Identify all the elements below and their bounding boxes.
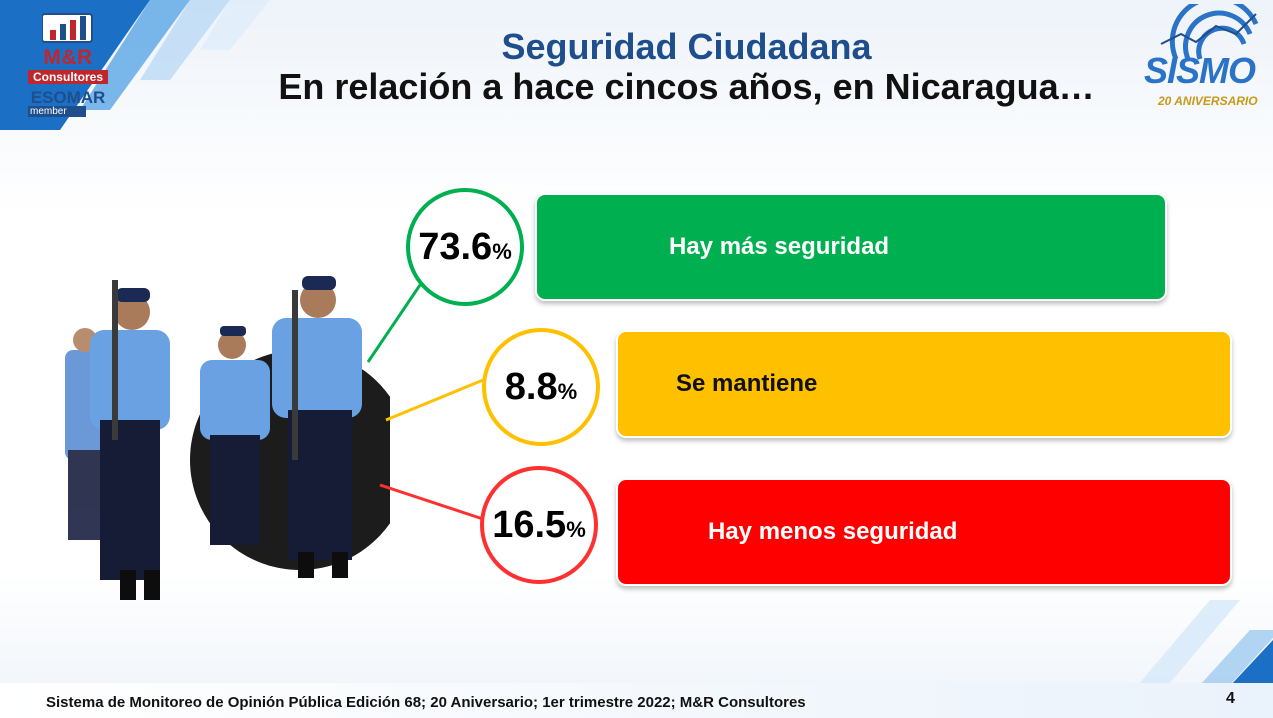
percent-bubble-same: 8.8% bbox=[482, 328, 600, 446]
officer-figure bbox=[90, 280, 170, 600]
esomar-text: ESOMAR bbox=[30, 88, 106, 107]
result-bar-same: Se mantiene bbox=[616, 330, 1232, 438]
result-label: Hay menos seguridad bbox=[708, 518, 958, 545]
officer-figure bbox=[200, 326, 270, 545]
page-number: 4 bbox=[1226, 690, 1235, 707]
chart-icon bbox=[42, 13, 93, 43]
percent-unit: % bbox=[492, 239, 512, 264]
percent-value: 73.6 bbox=[418, 225, 493, 268]
slide-subtitle: En relación a hace cincos años, en Nicar… bbox=[278, 66, 1095, 107]
slide-title: Seguridad Ciudadana bbox=[501, 26, 872, 67]
result-bar-less: Hay menos seguridad bbox=[616, 478, 1232, 586]
mr-brand-text: M&R bbox=[43, 46, 93, 69]
result-label: Se mantiene bbox=[676, 370, 818, 397]
percent-unit: % bbox=[557, 379, 578, 404]
sismo-word: SISMO bbox=[1144, 50, 1256, 91]
percent-unit: % bbox=[566, 517, 586, 542]
sismo-anniversary: 20 ANIVERSARIO bbox=[1158, 94, 1258, 108]
footer-band bbox=[0, 683, 1273, 718]
sismo-logo: SISMO 20 ANIVERSARIO bbox=[1136, 4, 1266, 114]
mr-sub-text: Consultores bbox=[28, 70, 108, 84]
footer-source-text: Sistema de Monitoreo de Opinión Pública … bbox=[46, 694, 806, 711]
connector-line-1 bbox=[366, 284, 422, 363]
signal-waves-icon bbox=[1160, 4, 1259, 60]
result-bar-more: Hay más seguridad bbox=[535, 193, 1167, 301]
mr-consultores-logo: M&R Consultores ESOMAR member bbox=[28, 8, 108, 118]
police-officers-illustration bbox=[65, 276, 390, 600]
connector-line-3 bbox=[379, 483, 487, 522]
percent-bubble-more: 73.6% bbox=[406, 188, 524, 306]
connector-line-2 bbox=[385, 376, 489, 422]
percent-value: 16.5 bbox=[492, 503, 567, 546]
result-label: Hay más seguridad bbox=[669, 233, 890, 260]
percent-bubble-less: 16.5% bbox=[480, 466, 598, 584]
member-text: member bbox=[28, 106, 86, 117]
percent-value: 8.8 bbox=[504, 365, 558, 408]
officer-figure bbox=[272, 276, 362, 578]
